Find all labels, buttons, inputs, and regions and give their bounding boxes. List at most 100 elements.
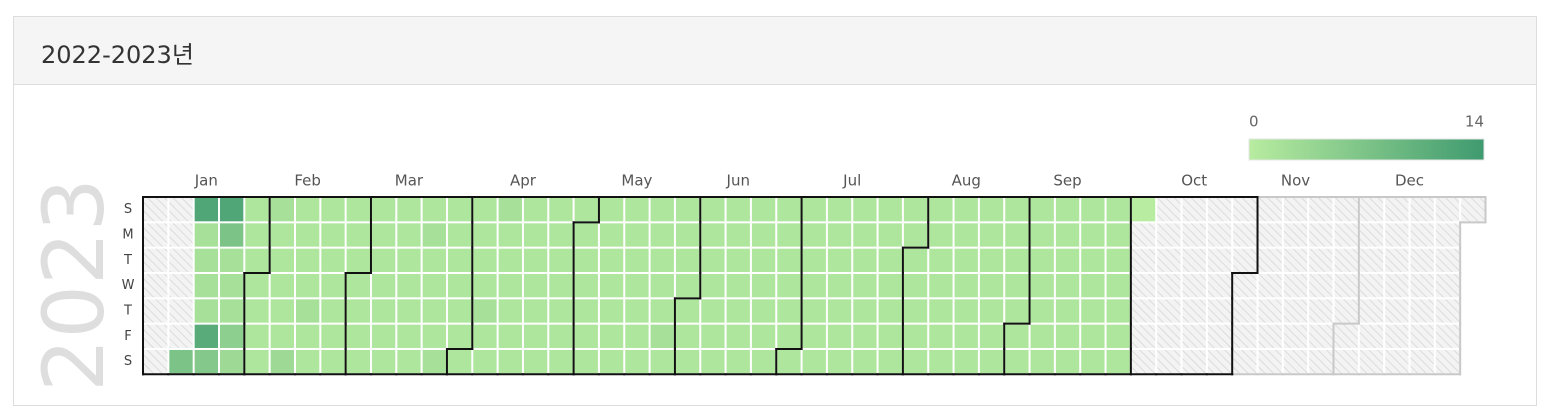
day-cell [827,198,852,222]
day-cell [245,349,269,374]
empty-day-cell [1334,324,1358,348]
day-cell [726,349,750,374]
empty-day-cell [1283,273,1308,298]
empty-day-cell [1157,324,1181,348]
day-cell [371,349,396,374]
day-cell [1055,198,1080,222]
day-cell [574,223,598,247]
day-cell [447,273,472,298]
day-cell [1055,349,1080,374]
empty-day-cell [1385,299,1409,323]
day-cell [979,223,1004,247]
day-cell [929,198,953,222]
day-cell [194,299,218,323]
day-cell [245,273,269,298]
day-cell [194,198,218,222]
day-cell [726,248,750,272]
day-cell [751,198,776,222]
day-cell [219,299,244,323]
day-cell [903,273,928,298]
day-cell [1081,223,1105,247]
empty-day-cell [1385,349,1409,374]
empty-day-cell [1410,273,1434,298]
day-cell [979,299,1004,323]
empty-day-cell [1385,273,1409,298]
day-cell [574,248,598,272]
day-cell [777,324,801,348]
empty-day-cell [1435,299,1460,323]
day-cell [346,248,370,272]
day-cell [321,273,345,298]
empty-day-cell [1131,248,1156,272]
empty-day-cell [1410,198,1434,222]
day-cell [1005,223,1029,247]
day-cell [903,248,928,272]
empty-day-cell [1258,349,1282,374]
day-cell [549,248,573,272]
day-cell [751,299,776,323]
day-cell [802,324,826,348]
empty-day-cell [144,299,168,323]
day-cell [650,324,674,348]
day-cell [1030,198,1054,222]
day-cell [422,349,446,374]
day-cell [422,324,446,348]
empty-day-cell [1309,324,1333,348]
day-cell [625,273,649,298]
day-cell [371,223,396,247]
day-cell [827,299,852,323]
day-cell [599,324,624,348]
day-cell [346,273,370,298]
empty-day-cell [1410,248,1434,272]
day-cell [523,223,548,247]
day-cell [675,198,700,222]
day-cell [1106,299,1130,323]
day-cell [954,223,978,247]
day-cell [650,273,674,298]
empty-day-cell [1359,324,1384,348]
weekday-label: M [122,227,133,242]
empty-day-cell [1334,349,1358,374]
day-cell [777,349,801,374]
day-cell [675,299,700,323]
day-cell [1055,324,1080,348]
day-cell [625,198,649,222]
day-cell [675,273,700,298]
day-cell [701,248,725,272]
month-label: Apr [510,172,537,190]
empty-day-cell [1309,349,1333,374]
empty-day-cell [1182,349,1206,374]
day-cell [270,273,294,298]
day-cell [1030,299,1054,323]
day-cell [219,349,244,374]
day-cell [346,299,370,323]
year-label: 2023 [25,178,123,392]
day-cell [574,349,598,374]
day-cell [650,349,674,374]
day-cell [1005,273,1029,298]
day-cell [1106,198,1130,222]
day-cell [245,299,269,323]
day-cell [194,324,218,348]
empty-day-cell [144,349,168,374]
month-label: May [621,172,652,190]
month-label: Dec [1395,172,1424,190]
empty-day-cell [1461,198,1485,222]
empty-day-cell [1410,299,1434,323]
empty-day-cell [1157,223,1181,247]
day-cell [1106,223,1130,247]
empty-day-cell [1385,198,1409,222]
empty-day-cell [1435,223,1460,247]
day-cell [397,324,421,348]
empty-day-cell [1233,324,1257,348]
day-cell [650,248,674,272]
day-cell [903,324,928,348]
day-cell [701,299,725,323]
day-cell [878,349,902,374]
day-cell [447,324,472,348]
day-cell [802,223,826,247]
day-cell [625,248,649,272]
day-cell [954,273,978,298]
day-cell [625,324,649,348]
day-cell [625,349,649,374]
